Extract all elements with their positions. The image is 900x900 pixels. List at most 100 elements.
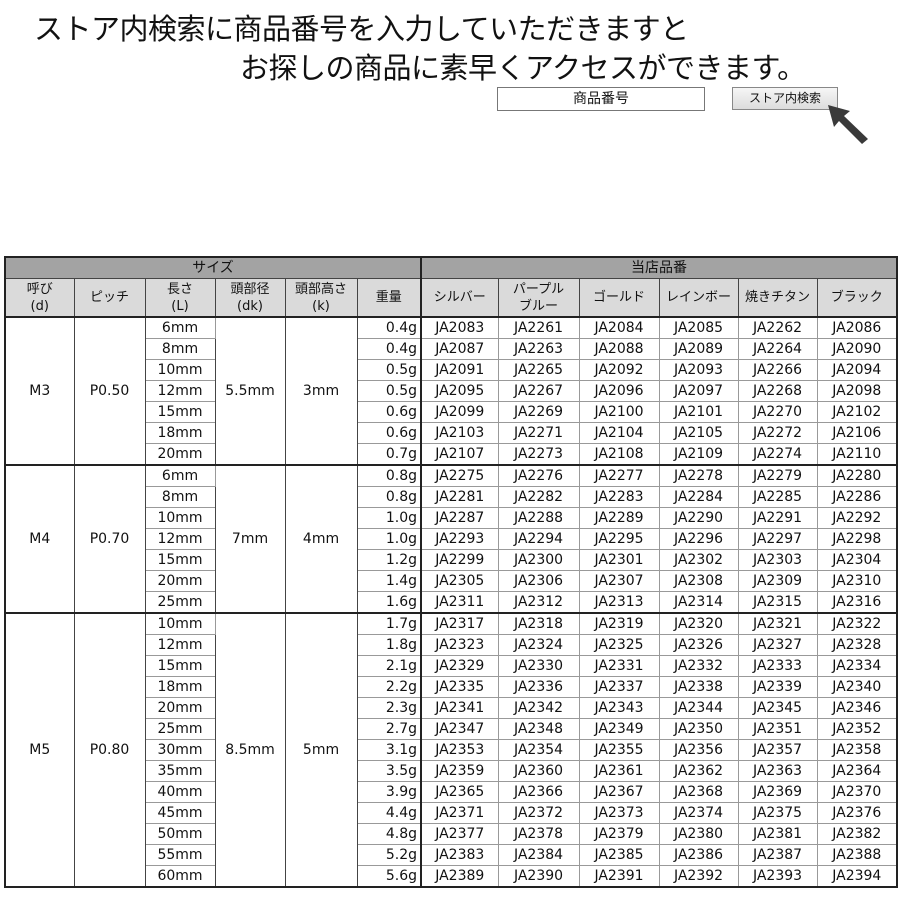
column-header: 長さ (L) (144, 278, 216, 318)
product-code-cell: JA2373 (578, 802, 660, 824)
length-cell: 6mm (144, 316, 216, 339)
product-code-cell: JA2292 (816, 507, 898, 529)
product-code-cell: JA2334 (816, 655, 898, 677)
weight-cell: 2.7g (356, 718, 422, 740)
product-code-cell: JA2372 (497, 802, 580, 824)
length-cell: 10mm (144, 507, 216, 529)
product-code-cell: JA2287 (420, 507, 499, 529)
product-code-cell: JA2305 (420, 570, 499, 592)
column-header: パープル ブルー (497, 278, 580, 318)
length-cell: 25mm (144, 718, 216, 740)
codes-group-header: 当店品番 (419, 256, 898, 279)
product-code-cell: JA2381 (737, 823, 818, 845)
length-cell: 18mm (144, 676, 216, 698)
product-code-cell: JA2087 (420, 338, 499, 360)
length-cell: 12mm (144, 528, 216, 550)
product-code-cell: JA2335 (420, 676, 499, 698)
column-header: ゴールド (578, 278, 660, 318)
product-code-cell: JA2283 (578, 486, 660, 508)
product-code-cell: JA2279 (737, 464, 818, 487)
product-code-cell: JA2299 (420, 549, 499, 571)
product-code-cell: JA2330 (497, 655, 580, 677)
product-code-cell: JA2272 (737, 422, 818, 444)
column-header-line1: パープル (512, 281, 565, 297)
weight-cell: 2.3g (356, 697, 422, 719)
product-code-cell: JA2383 (420, 844, 499, 866)
product-code-cell: JA2354 (497, 739, 580, 761)
table-row: 18mm 2.2g JA2335 JA2336 JA2337 JA2338 JA2339 JA… (5, 676, 898, 698)
product-code-cell: JA2091 (420, 359, 499, 381)
product-code-cell: JA2358 (816, 739, 898, 761)
product-code-cell: JA2102 (816, 401, 898, 423)
product-code-cell: JA2281 (420, 486, 499, 508)
product-code-cell: JA2105 (658, 422, 739, 444)
product-code-cell: JA2367 (578, 781, 660, 803)
product-code-cell: JA2377 (420, 823, 499, 845)
product-code-cell: JA2098 (816, 380, 898, 402)
product-code-cell: JA2100 (578, 401, 660, 423)
table-row: 25mm 1.6g JA2311 JA2312 JA2313 JA2314 JA2315 JA… (5, 591, 898, 614)
pitch-cell: P0.50 (73, 316, 146, 466)
column-header-line1: レインボー (665, 290, 731, 305)
product-code-cell: JA2351 (737, 718, 818, 740)
product-code-cell: JA2364 (816, 760, 898, 782)
size-group-header: サイズ (4, 256, 422, 279)
product-code-cell: JA2346 (816, 697, 898, 719)
column-header-line1: 呼び (26, 281, 53, 297)
product-code-cell: JA2310 (816, 570, 898, 592)
product-code-cell: JA2289 (578, 507, 660, 529)
product-code-cell: JA2320 (658, 612, 739, 635)
column-header-line2: (k) (312, 298, 330, 314)
product-code-cell: JA2086 (816, 316, 898, 339)
product-code-cell: JA2332 (658, 655, 739, 677)
length-cell: 12mm (144, 634, 216, 656)
product-code-cell: JA2341 (420, 697, 499, 719)
head-height-cell: 5mm (284, 612, 358, 888)
product-code-cell: JA2306 (497, 570, 580, 592)
product-code-cell: JA2374 (658, 802, 739, 824)
weight-cell: 4.4g (356, 802, 422, 824)
table-row: M5 P0.80 10mm 8.5mm 5mm 1.7g JA2317 JA2318 JA231… (4, 612, 898, 888)
product-code-cell: JA2347 (420, 718, 499, 740)
table-row: 12mm 1.8g JA2323 JA2324 JA2325 JA2326 JA2327 JA… (5, 634, 898, 656)
column-header: レインボー (658, 278, 739, 318)
product-code-table: サイズ 当店品番 呼び (d) ピッチ 長さ (L) 頭部径 (dk) 頭部高さ (k) 重量 シル… (4, 256, 899, 888)
product-code-cell: JA2101 (658, 401, 739, 423)
product-code-cell: JA2263 (497, 338, 580, 360)
product-code-cell: JA2342 (497, 697, 580, 719)
product-code-cell: JA2392 (658, 865, 739, 888)
column-header: シルバー (420, 278, 499, 318)
weight-cell: 2.2g (356, 676, 422, 698)
product-code-cell: JA2327 (737, 634, 818, 656)
product-code-cell: JA2353 (420, 739, 499, 761)
product-code-cell: JA2267 (497, 380, 580, 402)
product-code-cell: JA2379 (578, 823, 660, 845)
product-code-cell: JA2264 (737, 338, 818, 360)
table-row: 30mm 3.1g JA2353 JA2354 JA2355 JA2356 JA2357 JA… (5, 739, 898, 761)
product-code-cell: JA2386 (658, 844, 739, 866)
product-code-cell: JA2385 (578, 844, 660, 866)
store-search-button[interactable]: ストア内検索 (732, 87, 838, 110)
table-row: 35mm 3.5g JA2359 JA2360 JA2361 JA2362 JA2363 JA… (5, 760, 898, 782)
product-code-cell: JA2363 (737, 760, 818, 782)
column-header-line1: 頭部高さ (294, 281, 347, 297)
column-header-line1: ブラック (830, 290, 883, 305)
product-code-cell: JA2357 (737, 739, 818, 761)
product-code-cell: JA2275 (420, 464, 499, 487)
search-input[interactable]: 商品番号 (497, 87, 705, 111)
length-cell: 15mm (144, 655, 216, 677)
product-code-cell: JA2285 (737, 486, 818, 508)
product-code-cell: JA2261 (497, 316, 580, 339)
product-code-cell: JA2331 (578, 655, 660, 677)
product-code-cell: JA2390 (497, 865, 580, 888)
table-row: 45mm 4.4g JA2371 JA2372 JA2373 JA2374 JA2375 JA… (5, 802, 898, 824)
product-code-cell: JA2108 (578, 443, 660, 466)
product-code-cell: JA2106 (816, 422, 898, 444)
product-code-cell: JA2340 (816, 676, 898, 698)
product-code-cell: JA2297 (737, 528, 818, 550)
product-code-cell: JA2271 (497, 422, 580, 444)
product-code-cell: JA2349 (578, 718, 660, 740)
column-header-line2: (d) (30, 298, 49, 314)
product-code-cell: JA2376 (816, 802, 898, 824)
product-code-cell: JA2380 (658, 823, 739, 845)
